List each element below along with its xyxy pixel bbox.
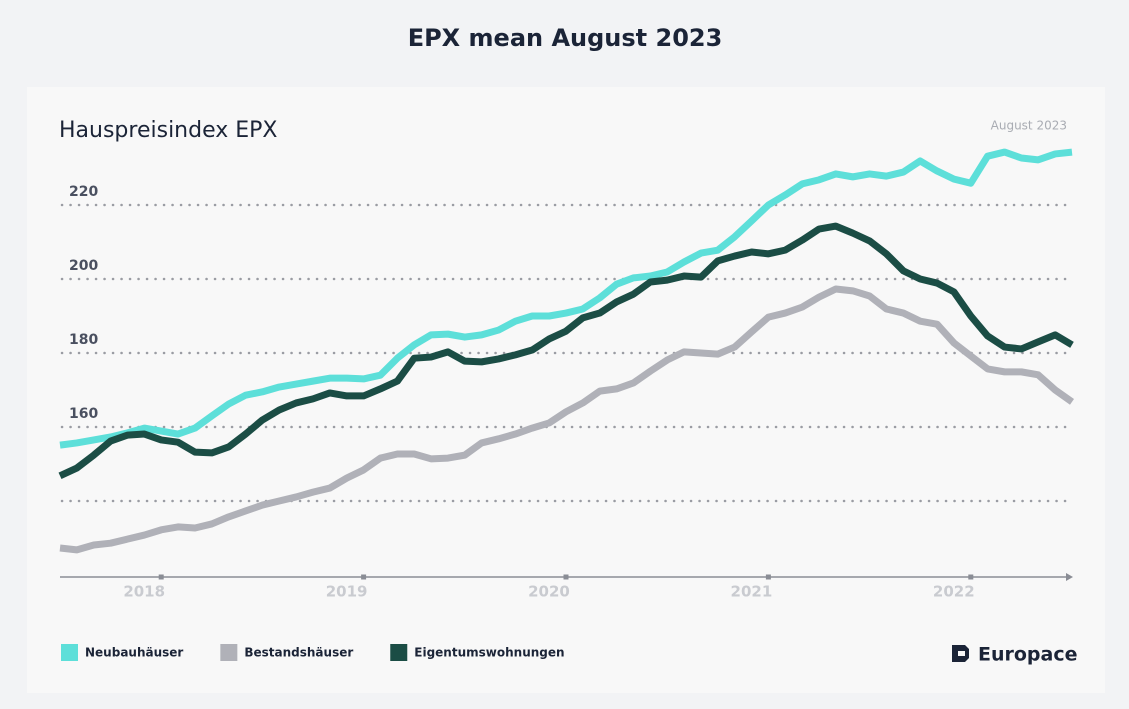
- x-tick-label: 2018: [123, 583, 165, 601]
- x-tick-label: 2019: [326, 583, 368, 601]
- series-line: [59, 148, 1073, 449]
- x-tick: [361, 574, 367, 580]
- page-title: EPX mean August 2023: [408, 24, 723, 52]
- logo-cut: [958, 651, 965, 656]
- x-tick-label: 2020: [528, 583, 570, 601]
- legend-swatch: [61, 644, 78, 661]
- x-tick: [158, 574, 164, 580]
- x-tick-label: 2022: [933, 583, 975, 601]
- series-line: [59, 285, 1075, 554]
- y-tick-label: 220: [69, 184, 98, 200]
- x-tick: [765, 574, 771, 580]
- legend-swatch: [390, 644, 408, 661]
- logo: Europace: [952, 644, 1078, 666]
- legend-swatch: [220, 644, 238, 661]
- x-axis-arrow: [1066, 573, 1073, 581]
- y-tick-label: 200: [69, 258, 98, 274]
- logo-text: Europace: [978, 644, 1078, 666]
- chart-subtitle: August 2023: [991, 119, 1067, 133]
- chart-title: Hauspreisindex EPX: [59, 118, 278, 143]
- card: [27, 87, 1105, 693]
- series-line: [58, 222, 1074, 480]
- y-tick-label: 180: [69, 332, 98, 348]
- legend-label: Eigentumswohnungen: [414, 646, 564, 660]
- y-tick-label: 160: [69, 406, 98, 422]
- x-tick: [563, 574, 569, 580]
- x-tick: [968, 574, 974, 580]
- legend-label: Bestandshäuser: [244, 646, 353, 660]
- x-tick-label: 2021: [731, 583, 773, 601]
- legend-label: Neubauhäuser: [85, 646, 183, 660]
